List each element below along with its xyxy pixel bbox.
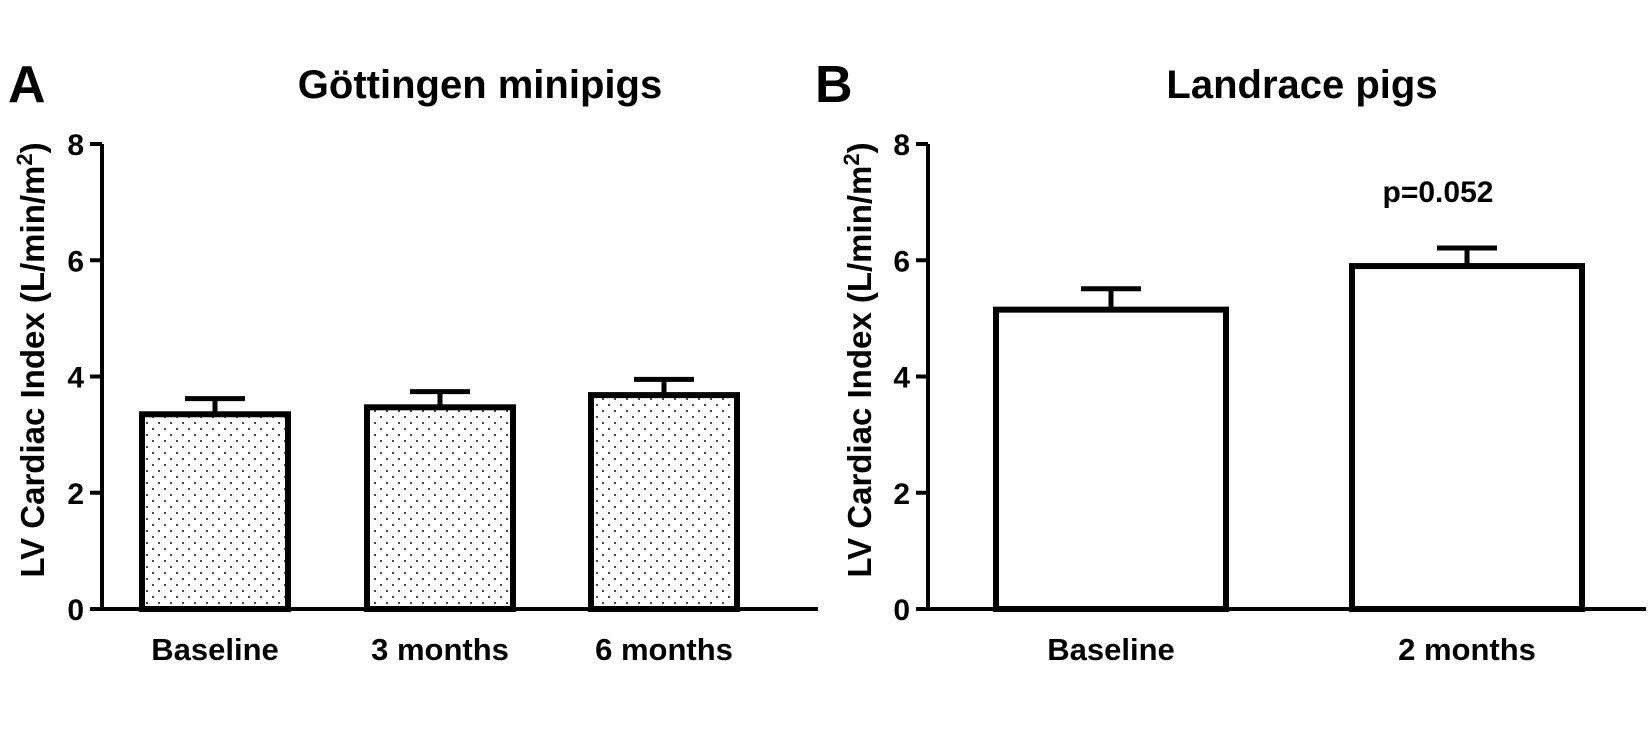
bars-a <box>139 376 740 612</box>
y-tick-label-a-3: 6 <box>67 245 84 278</box>
x-ticks-b: Baseline 2 months <box>1047 632 1536 667</box>
y-tick-label-a-4: 8 <box>67 129 84 162</box>
x-tick-label-a-0: Baseline <box>151 632 279 667</box>
panel-a: A Göttingen minipigs LV Cardiac Index (L… <box>8 56 818 667</box>
y-tick-label-b-4: 8 <box>893 129 910 162</box>
x-tick-label-a-2: 6 months <box>595 632 733 667</box>
bars-b <box>993 245 1585 612</box>
panel-letter-a: A <box>8 56 46 114</box>
y-tick-label-a-2: 4 <box>67 362 84 395</box>
x-tick-label-a-1: 3 months <box>371 632 509 667</box>
y-axis-label-a-close: ) <box>14 142 51 153</box>
y-tick-label-a-0: 0 <box>67 594 84 627</box>
chart-title-a: Göttingen minipigs <box>298 63 662 107</box>
y-tick-label-a-1: 2 <box>67 478 84 511</box>
y-axis-label-b-close: ) <box>841 142 878 153</box>
bar-b-0 <box>993 306 1229 612</box>
x-tick-label-b-1: 2 months <box>1398 632 1536 667</box>
y-axis-label-a-text: LV Cardiac Index (L/min/m <box>14 166 51 578</box>
y-axis-label-b-sup: 2 <box>839 153 864 165</box>
bar-b-1 <box>1349 263 1585 612</box>
chart-title-b: Landrace pigs <box>1166 63 1437 107</box>
y-axis-label-b: LV Cardiac Index (L/min/m2) <box>839 142 878 577</box>
y-tick-label-b-1: 2 <box>893 478 910 511</box>
y-ticks-a: 0 2 4 6 8 <box>67 129 102 627</box>
panel-b: B Landrace pigs LV Cardiac Index (L/min/… <box>815 56 1646 667</box>
x-tick-label-b-0: Baseline <box>1047 632 1175 667</box>
y-axis-label-a-sup: 2 <box>12 153 37 165</box>
bar-a-0 <box>139 411 291 612</box>
p-value-annotation: p=0.052 <box>1383 176 1494 209</box>
bar-a-2 <box>588 392 740 612</box>
y-axis-label-a: LV Cardiac Index (L/min/m2) <box>12 142 51 577</box>
y-tick-label-b-0: 0 <box>893 594 910 627</box>
x-ticks-a: Baseline 3 months 6 months <box>151 632 733 667</box>
y-tick-label-b-3: 6 <box>893 245 910 278</box>
y-ticks-b: 0 2 4 6 8 <box>893 129 928 627</box>
bar-a-1 <box>364 404 516 612</box>
y-tick-label-b-2: 4 <box>893 362 910 395</box>
y-axis-label-b-text: LV Cardiac Index (L/min/m <box>841 166 878 578</box>
panel-letter-b: B <box>815 56 853 114</box>
